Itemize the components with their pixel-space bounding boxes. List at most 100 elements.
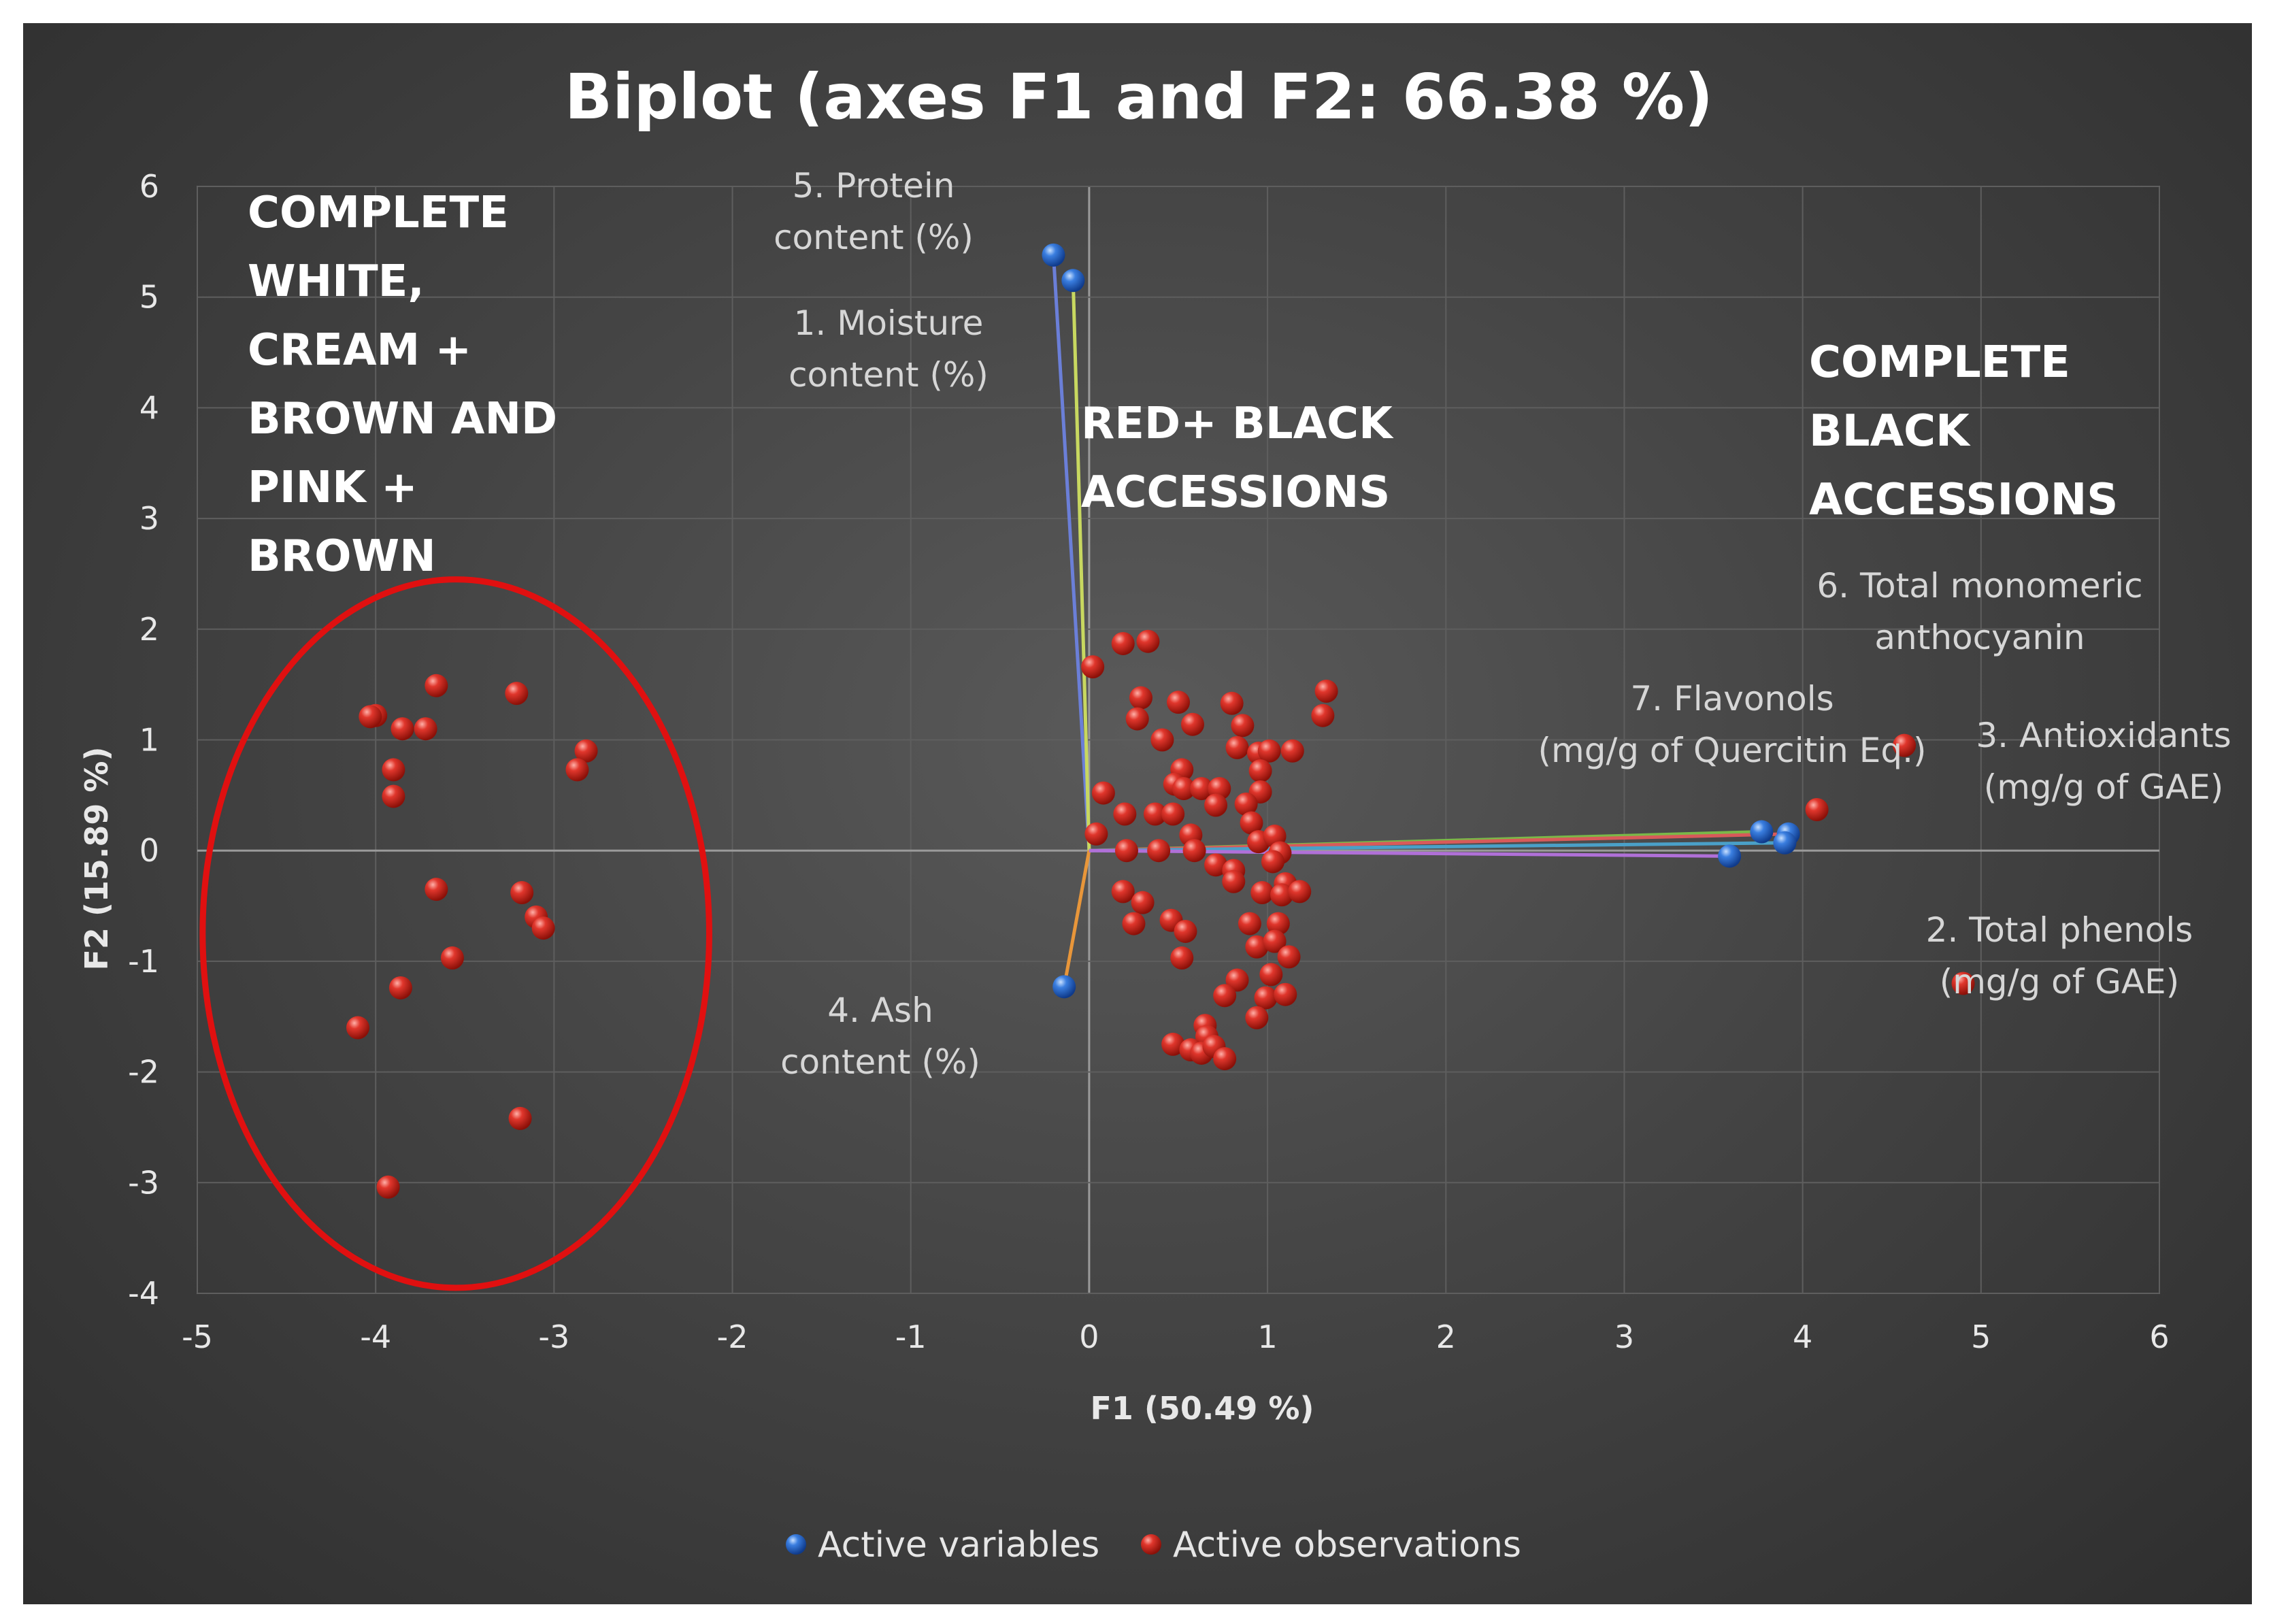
- variable-label-line: 2. Total phenols: [1926, 910, 2193, 950]
- observation-point: [376, 1175, 400, 1199]
- x-tick-label: 1: [1257, 1319, 1277, 1355]
- group-label-complete-black-line: BLACK: [1809, 406, 1971, 457]
- observation-point: [1288, 880, 1312, 904]
- variable-label: 2. Total phenols (mg/g of GAE): [1926, 910, 2193, 1001]
- observation-point: [1225, 968, 1249, 992]
- y-tick-label: -3: [128, 1164, 159, 1201]
- group-label-white-cream-brown-pink-line: BROWN AND: [248, 394, 557, 444]
- variable-arrow: [1062, 850, 1091, 987]
- observation-point: [1170, 946, 1194, 970]
- group-label-white-cream-brown-pink-line: BROWN: [248, 531, 436, 582]
- observation-point: [1220, 691, 1244, 715]
- variable-point: [1718, 844, 1742, 868]
- x-tick-label: 5: [1971, 1319, 1991, 1355]
- observation-point: [1222, 869, 1246, 893]
- y-tick-label: 3: [139, 500, 159, 537]
- observation-point: [440, 946, 464, 970]
- observation-point: [1167, 691, 1190, 714]
- observation-point: [1111, 631, 1135, 655]
- x-tick-label: 2: [1436, 1319, 1456, 1355]
- observation-point: [1280, 739, 1304, 763]
- group-label-white-cream-brown-pink-line: WHITE,: [248, 256, 425, 307]
- observation-point: [388, 976, 412, 999]
- observation-point: [1213, 1047, 1237, 1071]
- variable-label-line: anthocyanin: [1874, 618, 2085, 657]
- x-tick-label: -2: [717, 1319, 748, 1355]
- group-label-white-cream-brown-pink: COMPLETE WHITE, CREAM + BROWN AND PINK + BROW…: [248, 188, 557, 582]
- observation-point: [1114, 839, 1138, 863]
- variable-arrow: [1051, 254, 1091, 851]
- variable-point: [1773, 831, 1797, 855]
- legend-marker: [1141, 1534, 1161, 1555]
- legend-label: Active variables: [818, 1525, 1099, 1565]
- observation-point: [382, 784, 405, 808]
- observation-point: [1147, 839, 1171, 863]
- group-label-white-cream-brown-pink-line: PINK +: [248, 463, 418, 513]
- observation-point: [1250, 881, 1274, 905]
- x-tick-label: -5: [182, 1319, 213, 1355]
- y-tick-label: 5: [139, 279, 159, 316]
- group-ellipse: [199, 576, 712, 1291]
- variable-label-line: 5. Protein: [793, 166, 955, 205]
- observation-point: [1314, 679, 1338, 703]
- y-tick-label: -4: [128, 1275, 159, 1312]
- x-tick-label: 4: [1793, 1319, 1812, 1355]
- observation-point: [391, 717, 414, 741]
- group-label-complete-black-line: ACCESSIONS: [1809, 475, 2118, 525]
- observation-point: [1254, 986, 1278, 1010]
- observation-point: [1091, 781, 1115, 805]
- observation-point: [510, 881, 534, 905]
- variable-label-line: content (%): [774, 218, 974, 257]
- y-tick-label: 2: [139, 611, 159, 648]
- observation-point: [414, 717, 437, 741]
- legend: Active variables Active observations: [786, 1525, 1521, 1565]
- variable-point: [1042, 243, 1065, 267]
- y-tick-label: 0: [139, 832, 159, 869]
- y-tick-label: -1: [128, 943, 159, 980]
- observation-point: [1213, 984, 1237, 1008]
- observation-point: [425, 878, 448, 901]
- x-tick-label: 3: [1614, 1319, 1634, 1355]
- observation-point: [1174, 919, 1197, 943]
- observation-point: [425, 674, 448, 697]
- group-label-white-cream-brown-pink-line: COMPLETE: [248, 188, 509, 238]
- observation-point: [1113, 802, 1137, 826]
- labels: COMPLETE WHITE, CREAM + BROWN AND PINK + BROW…: [248, 166, 2231, 1082]
- observation-point: [382, 758, 405, 782]
- x-axis-title: F1 (50.49 %): [1090, 1390, 1314, 1427]
- variable-label-line: 6. Total monomeric: [1816, 566, 2142, 606]
- y-tick-label: 6: [139, 168, 159, 205]
- x-tick-label: -1: [895, 1319, 927, 1355]
- legend-marker: [786, 1534, 806, 1555]
- observation-point: [1270, 883, 1294, 907]
- x-tick-label: 0: [1079, 1319, 1099, 1355]
- y-tick-label: -2: [128, 1054, 159, 1091]
- observation-point: [1311, 703, 1335, 727]
- variable-label: 3. Antioxidants (mg/g of GAE): [1976, 716, 2231, 807]
- group-label-complete-black: COMPLETE BLACK ACCESSIONS: [1809, 337, 2118, 525]
- observation-point: [1143, 802, 1167, 826]
- x-tick-label: -3: [538, 1319, 569, 1355]
- observation-point: [1204, 853, 1228, 877]
- variable-label: 5. Protein content (%): [774, 166, 974, 257]
- observation-point: [1231, 714, 1255, 738]
- group-label-red-black-line: ACCESSIONS: [1081, 467, 1390, 518]
- variable-label-line: 4. Ash: [827, 991, 933, 1030]
- biplot-chart: Biplot (axes F1 and F2: 66.38 %) -5 -4 -3-…: [78, 61, 2231, 1565]
- variable-label: 7. Flavonols (mg/g of Quercitin Eq.): [1538, 679, 1927, 770]
- observation-point: [1190, 777, 1214, 801]
- observation-point: [1266, 912, 1290, 935]
- observation-point: [1240, 811, 1263, 835]
- observation-point: [1238, 912, 1261, 935]
- variable-label: 1. Moisture content (%): [789, 303, 989, 395]
- y-tick-label: 1: [139, 722, 159, 759]
- observation-point: [565, 758, 589, 782]
- observation-point: [1245, 935, 1269, 959]
- variable-point: [1052, 975, 1076, 999]
- variable-label-line: content (%): [789, 355, 989, 395]
- observation-point: [1182, 839, 1206, 863]
- observation-point: [346, 1016, 369, 1040]
- observation-point: [1129, 686, 1152, 710]
- observation-point: [1805, 798, 1829, 822]
- observation-point: [1172, 777, 1195, 801]
